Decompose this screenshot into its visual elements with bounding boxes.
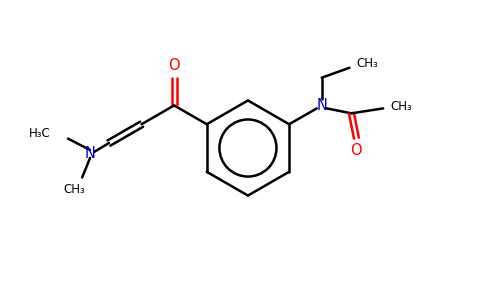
Text: O: O (168, 58, 180, 73)
Text: N: N (85, 146, 95, 161)
Text: O: O (350, 143, 362, 158)
Text: CH₃: CH₃ (63, 183, 85, 196)
Text: N: N (317, 98, 327, 113)
Text: H₃C: H₃C (29, 127, 50, 140)
Text: CH₃: CH₃ (390, 100, 412, 113)
Text: CH₃: CH₃ (356, 57, 378, 70)
